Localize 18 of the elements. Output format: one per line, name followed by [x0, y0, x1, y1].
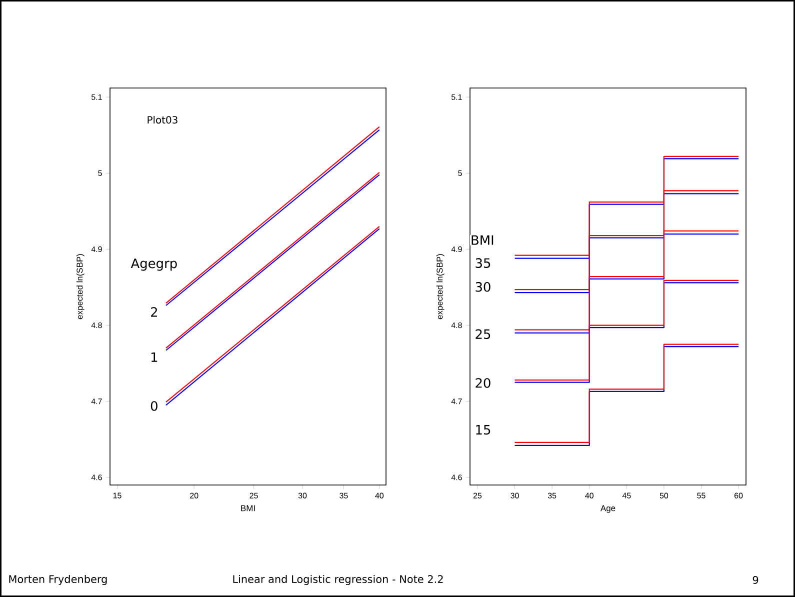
- annotation: 30: [476, 282, 490, 292]
- annotation: 1: [151, 352, 158, 362]
- y-axis-title: expected ln(SBP): [76, 254, 84, 320]
- y-axis-title: expected ln(SBP): [436, 254, 444, 320]
- annotation: 25: [476, 329, 490, 340]
- x-axis-title: Age: [600, 505, 616, 513]
- annotation: 15: [476, 425, 490, 435]
- text: Morten Frydenberg: [9, 574, 107, 586]
- annotation: 35: [476, 258, 490, 268]
- annotation: Plot03: [148, 116, 178, 124]
- text: 9: [752, 576, 758, 584]
- text: Linear and Logistic regression - Note 2.2: [233, 574, 443, 586]
- annotation: 20: [476, 378, 490, 388]
- annotation: 0: [150, 401, 158, 411]
- annotation: Agegrp: [130, 258, 177, 271]
- x-axis-title: BMI: [241, 505, 255, 512]
- annotation: BMI: [472, 235, 494, 245]
- annotation: 2: [151, 307, 157, 317]
